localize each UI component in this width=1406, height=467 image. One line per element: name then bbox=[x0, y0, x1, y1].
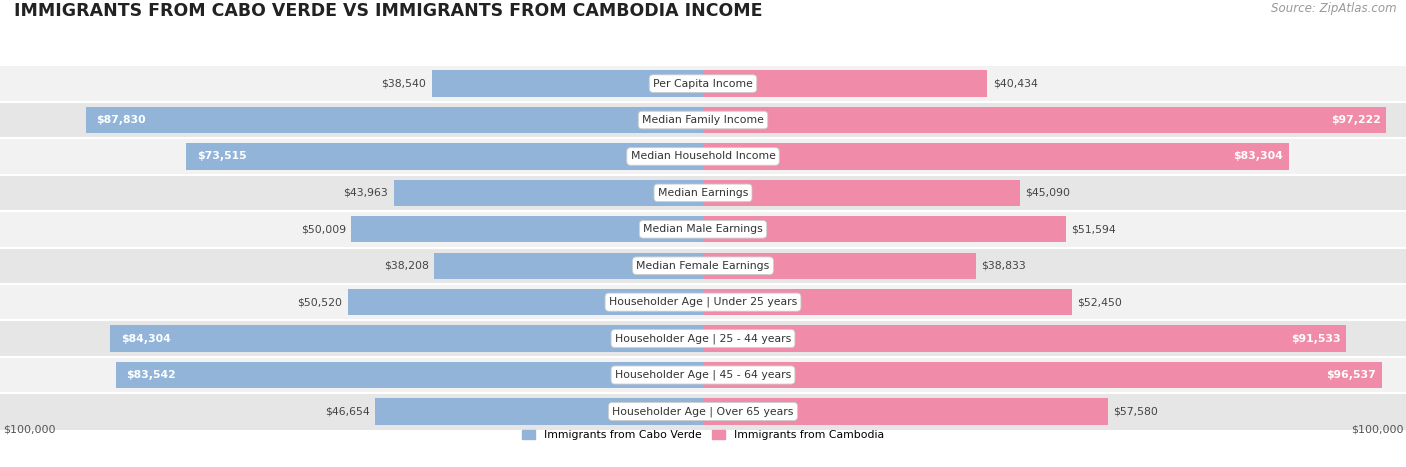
Bar bbox=[703, 71, 987, 97]
Text: $84,304: $84,304 bbox=[121, 333, 170, 344]
Bar bbox=[434, 253, 703, 279]
Text: Householder Age | Over 65 years: Householder Age | Over 65 years bbox=[612, 406, 794, 417]
Bar bbox=[0, 65, 1406, 102]
Bar bbox=[86, 107, 703, 133]
Text: $51,594: $51,594 bbox=[1071, 224, 1116, 234]
Text: $100,000: $100,000 bbox=[3, 425, 55, 434]
Text: $45,090: $45,090 bbox=[1025, 188, 1070, 198]
Text: $57,580: $57,580 bbox=[1114, 406, 1159, 417]
Text: IMMIGRANTS FROM CABO VERDE VS IMMIGRANTS FROM CAMBODIA INCOME: IMMIGRANTS FROM CABO VERDE VS IMMIGRANTS… bbox=[14, 2, 762, 21]
Text: Median Female Earnings: Median Female Earnings bbox=[637, 261, 769, 271]
Text: $96,537: $96,537 bbox=[1326, 370, 1376, 380]
Legend: Immigrants from Cabo Verde, Immigrants from Cambodia: Immigrants from Cabo Verde, Immigrants f… bbox=[517, 426, 889, 445]
Bar bbox=[703, 289, 1071, 315]
Bar bbox=[394, 180, 703, 206]
Text: $91,533: $91,533 bbox=[1291, 333, 1341, 344]
Bar bbox=[703, 325, 1347, 352]
Text: Median Male Earnings: Median Male Earnings bbox=[643, 224, 763, 234]
Bar bbox=[703, 398, 1108, 425]
Text: $87,830: $87,830 bbox=[96, 115, 146, 125]
Bar bbox=[352, 216, 703, 242]
Text: Per Capita Income: Per Capita Income bbox=[652, 78, 754, 89]
Text: Householder Age | Under 25 years: Householder Age | Under 25 years bbox=[609, 297, 797, 307]
Text: Householder Age | 45 - 64 years: Householder Age | 45 - 64 years bbox=[614, 370, 792, 380]
Text: $50,009: $50,009 bbox=[301, 224, 346, 234]
Text: Source: ZipAtlas.com: Source: ZipAtlas.com bbox=[1271, 2, 1396, 15]
Bar bbox=[347, 289, 703, 315]
Bar bbox=[115, 362, 703, 388]
Bar bbox=[0, 211, 1406, 248]
Bar bbox=[703, 216, 1066, 242]
Bar bbox=[432, 71, 703, 97]
Bar bbox=[703, 143, 1289, 170]
Text: $100,000: $100,000 bbox=[1351, 425, 1403, 434]
Bar bbox=[0, 357, 1406, 393]
Text: $38,833: $38,833 bbox=[981, 261, 1026, 271]
Text: $50,520: $50,520 bbox=[297, 297, 342, 307]
Bar bbox=[703, 107, 1386, 133]
Bar bbox=[703, 253, 976, 279]
Bar bbox=[703, 362, 1382, 388]
Text: $38,208: $38,208 bbox=[384, 261, 429, 271]
Bar bbox=[0, 320, 1406, 357]
Bar bbox=[0, 175, 1406, 211]
Bar bbox=[0, 284, 1406, 320]
Text: $83,542: $83,542 bbox=[127, 370, 176, 380]
Bar bbox=[186, 143, 703, 170]
Text: $43,963: $43,963 bbox=[343, 188, 388, 198]
Text: Median Household Income: Median Household Income bbox=[630, 151, 776, 162]
Text: $73,515: $73,515 bbox=[197, 151, 246, 162]
Text: $97,222: $97,222 bbox=[1331, 115, 1381, 125]
Bar bbox=[110, 325, 703, 352]
Text: $83,304: $83,304 bbox=[1233, 151, 1284, 162]
Bar bbox=[0, 138, 1406, 175]
Text: $38,540: $38,540 bbox=[381, 78, 426, 89]
Text: Median Family Income: Median Family Income bbox=[643, 115, 763, 125]
Bar bbox=[0, 102, 1406, 138]
Bar bbox=[0, 248, 1406, 284]
Text: $40,434: $40,434 bbox=[993, 78, 1038, 89]
Text: $46,654: $46,654 bbox=[325, 406, 370, 417]
Text: $52,450: $52,450 bbox=[1077, 297, 1122, 307]
Text: Median Earnings: Median Earnings bbox=[658, 188, 748, 198]
Bar bbox=[703, 180, 1019, 206]
Bar bbox=[0, 393, 1406, 430]
Text: Householder Age | 25 - 44 years: Householder Age | 25 - 44 years bbox=[614, 333, 792, 344]
Bar bbox=[375, 398, 703, 425]
